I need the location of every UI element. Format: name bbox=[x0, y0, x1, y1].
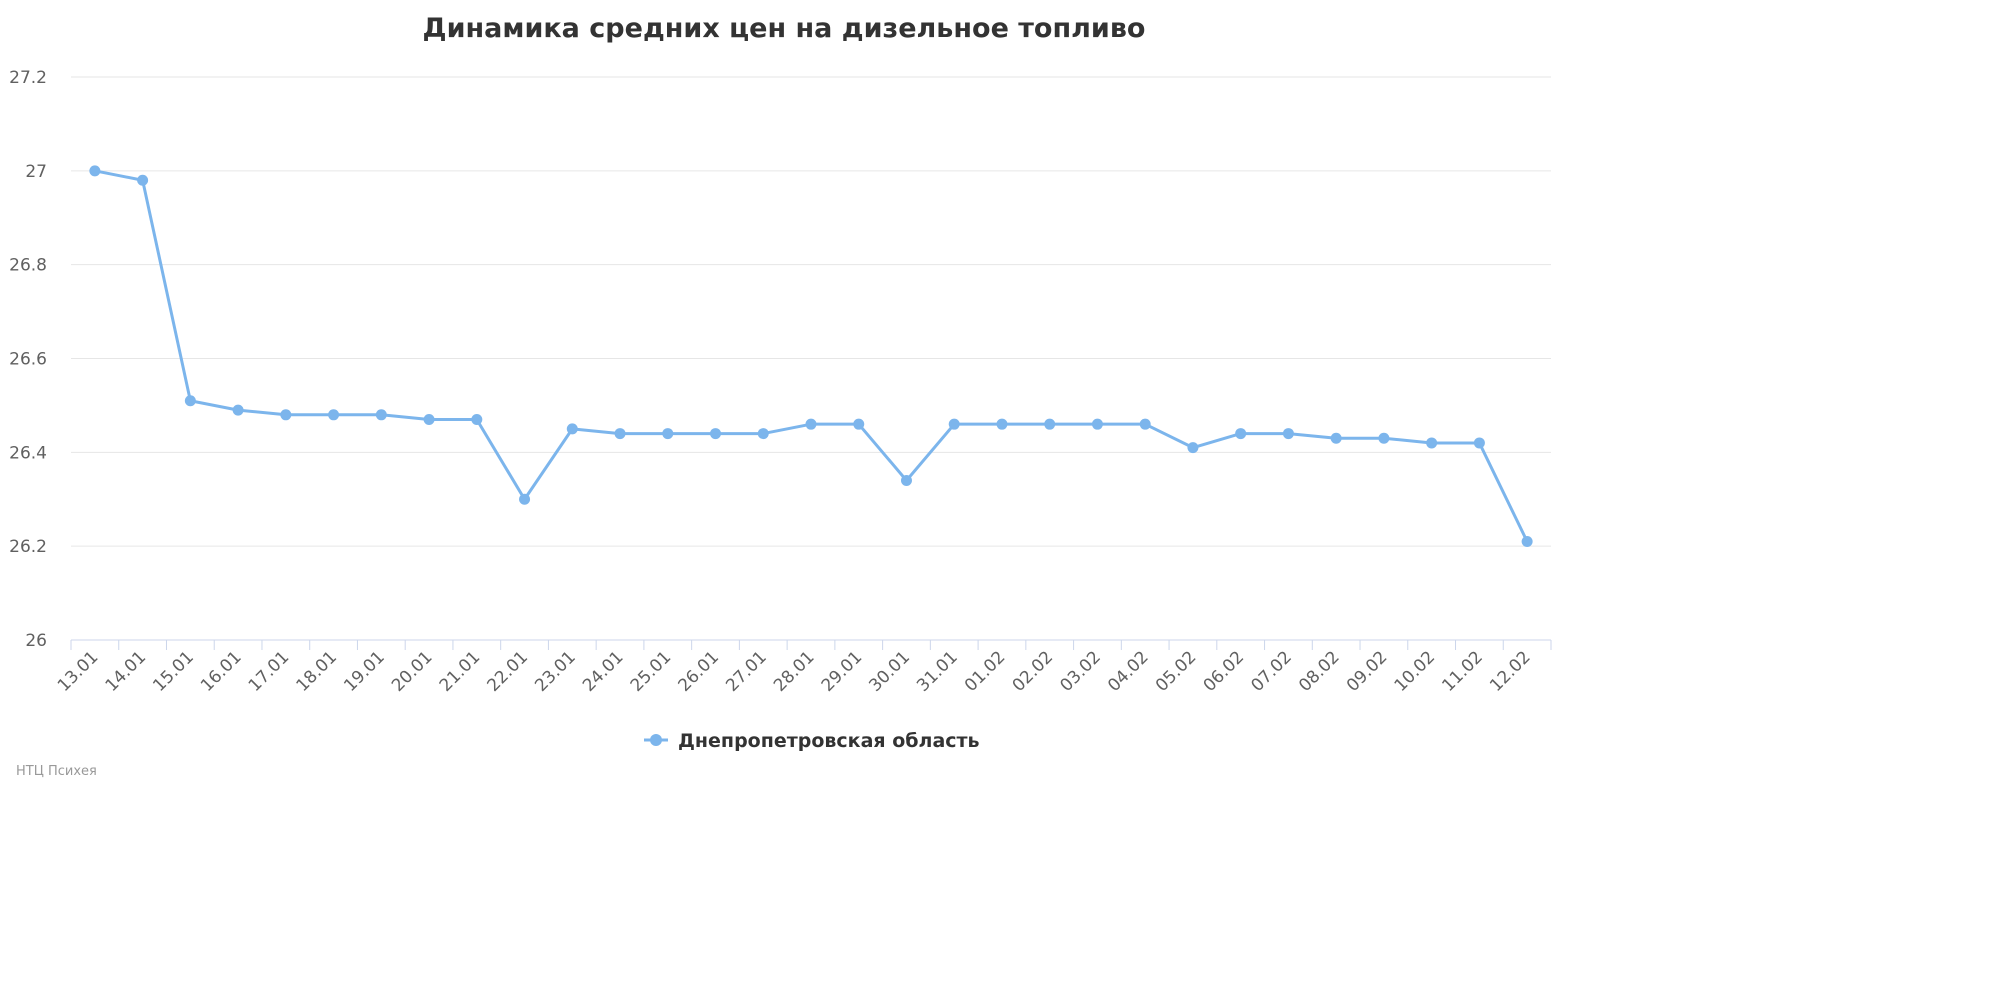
legend-label[interactable]: Днепропетровская область bbox=[678, 730, 980, 752]
x-tick-label: 08.02 bbox=[1295, 647, 1344, 696]
x-tick-label: 31.01 bbox=[913, 647, 962, 696]
data-point[interactable] bbox=[948, 418, 960, 430]
data-point[interactable] bbox=[1330, 432, 1342, 444]
data-point[interactable] bbox=[137, 174, 149, 186]
credits-text[interactable]: НТЦ Психея bbox=[16, 764, 97, 779]
x-tick-label: 09.02 bbox=[1343, 647, 1392, 696]
data-point[interactable] bbox=[662, 428, 674, 440]
data-point[interactable] bbox=[853, 418, 865, 430]
x-tick-label: 13.01 bbox=[54, 647, 103, 696]
x-tick-label: 02.02 bbox=[1009, 647, 1058, 696]
y-tick-label: 26.4 bbox=[9, 443, 47, 463]
data-point[interactable] bbox=[280, 409, 292, 421]
data-point[interactable] bbox=[1235, 428, 1247, 440]
data-point[interactable] bbox=[89, 165, 101, 177]
data-point[interactable] bbox=[1139, 418, 1151, 430]
x-tick-label: 21.01 bbox=[436, 647, 485, 696]
grid-lines bbox=[71, 76, 1551, 547]
y-tick-label: 26.2 bbox=[9, 537, 47, 557]
data-point[interactable] bbox=[805, 418, 817, 430]
data-point[interactable] bbox=[471, 413, 483, 425]
x-tick-label: 29.01 bbox=[818, 647, 867, 696]
legend-marker bbox=[650, 734, 662, 746]
x-tick-label: 25.01 bbox=[627, 647, 676, 696]
x-tick-label: 04.02 bbox=[1104, 647, 1153, 696]
y-tick-label: 27 bbox=[25, 162, 47, 182]
x-tick-label: 20.01 bbox=[388, 647, 437, 696]
x-tick-label: 17.01 bbox=[245, 647, 294, 696]
x-tick-label: 07.02 bbox=[1247, 647, 1296, 696]
y-tick-label: 26 bbox=[25, 631, 47, 651]
data-point[interactable] bbox=[375, 409, 387, 421]
data-point[interactable] bbox=[232, 404, 244, 416]
x-tick-label: 19.01 bbox=[340, 647, 389, 696]
series-layer bbox=[89, 165, 1533, 547]
data-point[interactable] bbox=[1426, 437, 1438, 449]
x-tick-label: 22.01 bbox=[484, 647, 533, 696]
data-point[interactable] bbox=[519, 493, 531, 505]
y-tick-label: 26.6 bbox=[9, 350, 47, 370]
x-tick-label: 16.01 bbox=[197, 647, 246, 696]
line-chart: Динамика средних цен на дизельное топлив… bbox=[9, 13, 1552, 779]
x-tick-label: 27.01 bbox=[722, 647, 771, 696]
data-point[interactable] bbox=[566, 423, 578, 435]
x-tick-label: 14.01 bbox=[102, 647, 151, 696]
chart-title: Динамика средних цен на дизельное топлив… bbox=[423, 13, 1146, 44]
x-tick-label: 30.01 bbox=[865, 647, 914, 696]
data-point[interactable] bbox=[1473, 437, 1485, 449]
x-tick-label: 12.02 bbox=[1486, 647, 1535, 696]
data-point[interactable] bbox=[1378, 432, 1390, 444]
y-tick-label: 27.2 bbox=[9, 68, 47, 88]
data-point[interactable] bbox=[184, 395, 196, 407]
x-tick-label: 06.02 bbox=[1200, 647, 1249, 696]
x-tick-label: 26.01 bbox=[674, 647, 723, 696]
x-tick-label: 10.02 bbox=[1391, 647, 1440, 696]
series-line[interactable] bbox=[93, 169, 1529, 543]
data-point[interactable] bbox=[996, 418, 1008, 430]
x-tick-label: 05.02 bbox=[1152, 647, 1201, 696]
x-tick-label: 15.01 bbox=[149, 647, 198, 696]
chart-container: Динамика средних цен на дизельное топлив… bbox=[9, 13, 1552, 779]
x-axis: 13.01 14.01 15.01 16.01 17.01 18.01 19.01 20.01… bbox=[54, 639, 1552, 696]
data-point[interactable] bbox=[423, 413, 435, 425]
data-point[interactable] bbox=[1044, 418, 1056, 430]
x-tick-label: 01.02 bbox=[961, 647, 1010, 696]
data-point[interactable] bbox=[900, 474, 912, 486]
x-tick-label: 24.01 bbox=[579, 647, 628, 696]
x-tick-label: 23.01 bbox=[531, 647, 580, 696]
x-tick-label: 18.01 bbox=[293, 647, 342, 696]
legend[interactable]: Днепропетровская область bbox=[644, 730, 980, 752]
x-tick-label: 11.02 bbox=[1438, 647, 1487, 696]
data-point[interactable] bbox=[1187, 442, 1199, 454]
data-point[interactable] bbox=[328, 409, 340, 421]
y-tick-label: 26.8 bbox=[9, 256, 47, 276]
data-point[interactable] bbox=[1282, 428, 1294, 440]
data-point[interactable] bbox=[1091, 418, 1103, 430]
x-tick-label: 03.02 bbox=[1056, 647, 1105, 696]
y-axis: 26 26.2 26.4 26.6 26.8 27 27.2 bbox=[9, 68, 47, 651]
x-tick-label: 28.01 bbox=[770, 647, 819, 696]
data-point[interactable] bbox=[710, 428, 722, 440]
data-point[interactable] bbox=[757, 428, 769, 440]
data-point[interactable] bbox=[614, 428, 626, 440]
data-point[interactable] bbox=[1521, 535, 1533, 547]
